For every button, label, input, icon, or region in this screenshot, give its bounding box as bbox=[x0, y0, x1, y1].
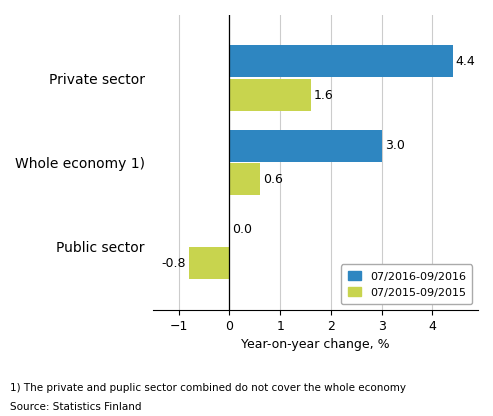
Bar bbox=[229, 129, 382, 161]
X-axis label: Year-on-year change, %: Year-on-year change, % bbox=[242, 338, 390, 351]
Legend: 07/2016-09/2016, 07/2015-09/2015: 07/2016-09/2016, 07/2015-09/2015 bbox=[341, 265, 472, 304]
Text: Source: Statistics Finland: Source: Statistics Finland bbox=[10, 402, 141, 412]
Bar bbox=[229, 79, 311, 111]
Text: 0.0: 0.0 bbox=[233, 223, 252, 236]
Text: 1) The private and puplic sector combined do not cover the whole economy: 1) The private and puplic sector combine… bbox=[10, 383, 406, 393]
Text: -0.8: -0.8 bbox=[161, 257, 186, 270]
Bar bbox=[229, 163, 260, 195]
Text: 1.6: 1.6 bbox=[314, 89, 333, 102]
Bar bbox=[229, 45, 453, 77]
Text: 4.4: 4.4 bbox=[456, 55, 475, 68]
Text: 0.6: 0.6 bbox=[263, 173, 283, 186]
Bar bbox=[189, 248, 229, 280]
Text: 3.0: 3.0 bbox=[385, 139, 405, 152]
